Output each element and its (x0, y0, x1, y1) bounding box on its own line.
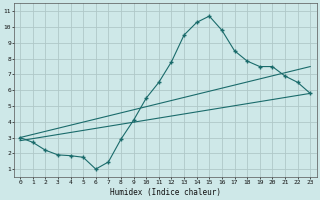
X-axis label: Humidex (Indice chaleur): Humidex (Indice chaleur) (110, 188, 220, 197)
